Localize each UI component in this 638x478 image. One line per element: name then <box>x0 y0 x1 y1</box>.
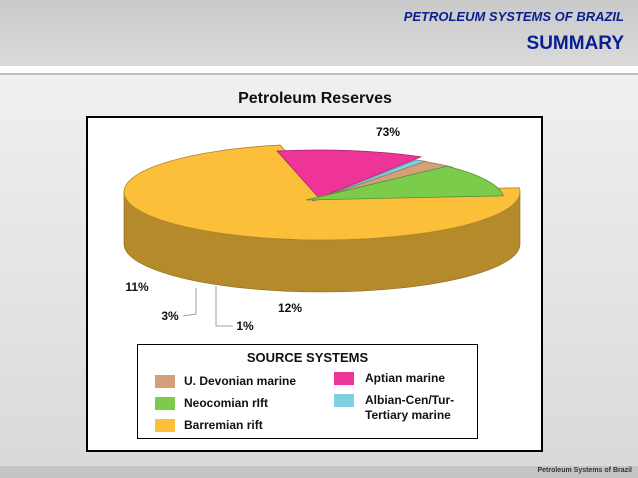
footer-text: Petroleum Systems of Brazil <box>537 467 632 474</box>
pie-label-3: 3% <box>161 309 179 323</box>
header-subtitle: PETROLEUM SYSTEMS OF BRAZIL <box>403 9 624 24</box>
legend-title: SOURCE SYSTEMS <box>246 350 369 365</box>
header-rule <box>0 66 638 73</box>
footer-bar: Petroleum Systems of Brazil <box>0 466 638 478</box>
legend-item-barremian: Barremian rift <box>184 418 263 432</box>
pie-slice-4 <box>305 165 504 201</box>
legend-item-devonian: U. Devonian marine <box>184 374 297 388</box>
header-bar: PETROLEUM SYSTEMS OF BRAZIL SUMMARY <box>0 0 638 66</box>
legend-swatch-barremian <box>155 419 175 432</box>
header-rule-shadow <box>0 73 638 75</box>
legend-swatch-devonian <box>155 375 175 388</box>
legend: SOURCE SYSTEMS U. Devonian marine Neocom… <box>137 344 478 439</box>
legend-item-albian-line1: Albian-Cen/Tur- <box>365 393 455 407</box>
legend-item-aptian: Aptian marine <box>365 371 446 385</box>
legend-item-albian-line2: Tertiary marine <box>365 408 451 422</box>
legend-item-neocomian: Neocomian rIft <box>184 396 269 410</box>
pie-leader-3 <box>182 288 197 317</box>
pie-label-0: 73% <box>376 125 400 139</box>
pie-label-2: 1% <box>236 319 254 333</box>
pie-leader-2 <box>215 286 233 327</box>
legend-swatch-aptian <box>334 372 354 385</box>
legend-swatch-albian <box>334 394 354 407</box>
header-title: SUMMARY <box>526 33 624 54</box>
legend-swatch-neocomian <box>155 397 175 410</box>
pie-label-1: 12% <box>278 301 302 315</box>
pie-slice-1 <box>276 149 423 199</box>
chart-title: Petroleum Reserves <box>238 90 392 107</box>
pie-label-4: 11% <box>125 280 149 294</box>
